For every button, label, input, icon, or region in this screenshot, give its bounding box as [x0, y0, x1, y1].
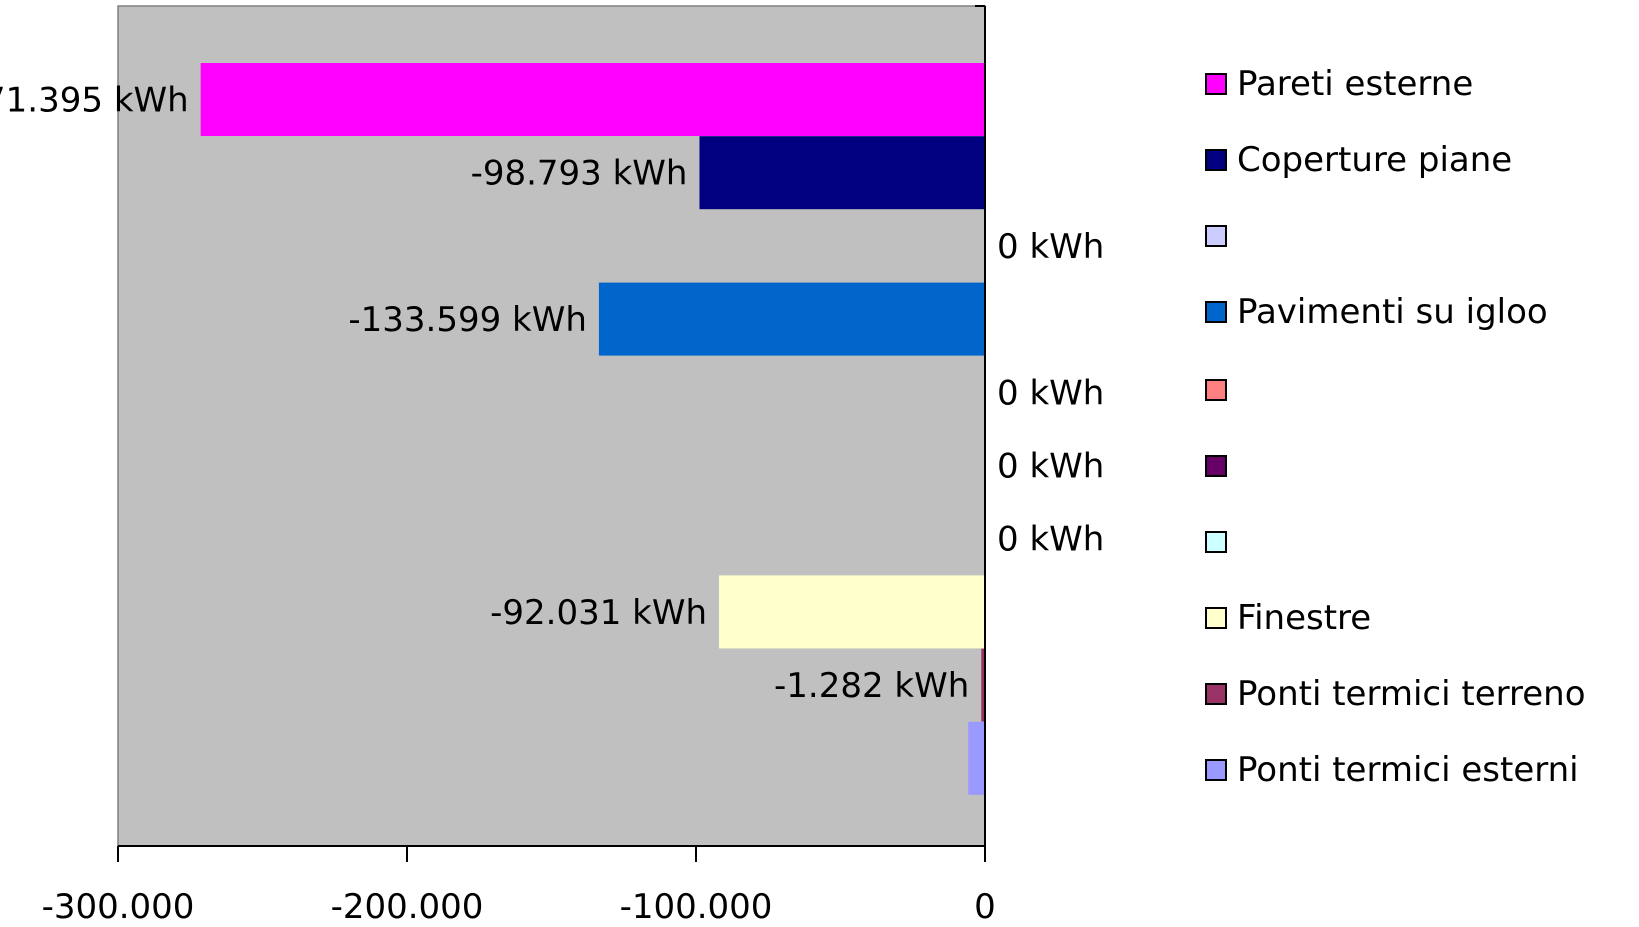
bar-8: [719, 575, 985, 649]
legend-item: Coperture piane: [1205, 140, 1512, 180]
legend-swatch: [1205, 759, 1227, 781]
x-tick-label: -100.000: [620, 887, 773, 923]
bar-4: [598, 282, 985, 356]
legend-item: Pareti esterne: [1205, 64, 1473, 104]
bar-1: [200, 63, 985, 136]
legend-swatch: [1205, 301, 1227, 323]
data-label-5: 0 kWh: [997, 373, 1104, 413]
legend-item: [1205, 522, 1237, 562]
data-label-3: 0 kWh: [997, 227, 1104, 267]
legend-swatch: [1205, 683, 1227, 705]
legend-label: Coperture piane: [1237, 140, 1513, 180]
legend-swatch: [1205, 225, 1227, 247]
x-tick-label: 0: [974, 887, 996, 923]
data-label-6: 0 kWh: [997, 447, 1104, 487]
legend-label: Pavimenti su igloo: [1237, 292, 1548, 332]
legend-label: Ponti termici esterni: [1237, 750, 1579, 790]
legend-label: Pareti esterne: [1237, 64, 1474, 104]
data-label-8: -92.031 kWh: [490, 593, 707, 633]
legend-swatch: [1205, 607, 1227, 629]
data-label-2: -98.793 kWh: [471, 154, 688, 194]
legend-item: Pavimenti su igloo: [1205, 292, 1548, 332]
bar-10: [968, 721, 985, 795]
legend-item: [1205, 446, 1237, 486]
legend-swatch: [1205, 379, 1227, 401]
bar-2: [699, 136, 985, 210]
x-tick-label: -300.000: [42, 887, 195, 923]
legend-label: Ponti termici terreno: [1237, 674, 1586, 714]
legend-swatch: [1205, 149, 1227, 171]
legend-label: Finestre: [1237, 598, 1372, 638]
data-label-7: 0 kWh: [997, 520, 1104, 560]
data-label-9: -1.282 kWh: [774, 666, 969, 706]
legend-item: [1205, 370, 1237, 410]
x-tick-label: -200.000: [331, 887, 484, 923]
legend-item: Finestre: [1205, 598, 1371, 638]
legend-item: [1205, 216, 1237, 256]
legend-item: Ponti termici terreno: [1205, 674, 1586, 714]
legend-swatch: [1205, 73, 1227, 95]
legend-swatch: [1205, 455, 1227, 477]
data-label-1: -271.395 kWh: [0, 81, 189, 121]
legend-swatch: [1205, 531, 1227, 553]
bar-9: [981, 648, 985, 722]
legend-item: Ponti termici esterni: [1205, 750, 1579, 790]
data-label-4: -133.599 kWh: [348, 300, 587, 340]
